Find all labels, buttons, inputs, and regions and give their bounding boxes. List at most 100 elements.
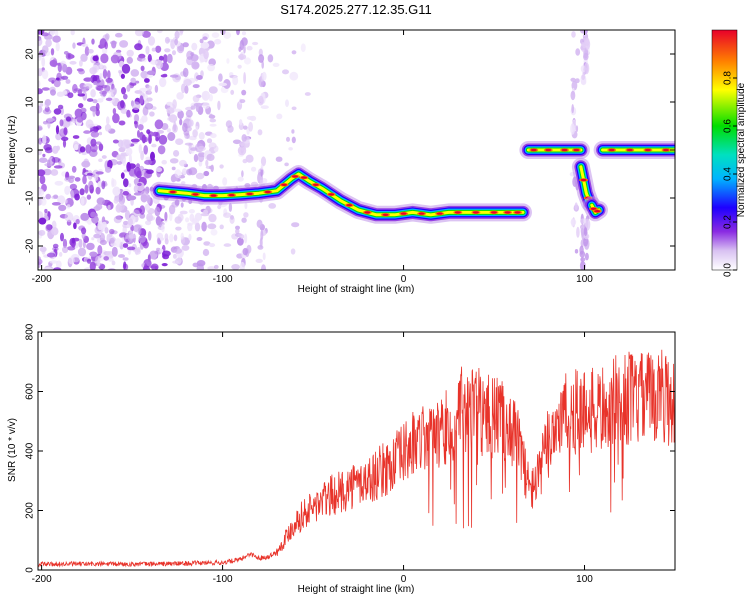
noise-blob — [161, 263, 168, 267]
noise-blob — [125, 147, 133, 156]
noise-blob — [104, 41, 108, 50]
noise-blob — [65, 116, 72, 122]
noise-blob — [95, 125, 102, 130]
snr-x-tick-label: 0 — [401, 574, 407, 585]
heatmap-x-tick-label: 100 — [576, 274, 593, 285]
noise-blob — [232, 75, 239, 86]
ridge-hotspot — [312, 183, 319, 186]
noise-blob — [164, 48, 171, 53]
noise-blob — [134, 43, 143, 51]
noise-blob — [107, 257, 114, 262]
noise-streak — [575, 78, 580, 84]
noise-blob — [132, 209, 140, 217]
noise-streak — [584, 62, 590, 75]
noise-blob — [115, 32, 123, 38]
noise-blob — [203, 241, 211, 246]
noise-blob — [112, 113, 120, 124]
noise-streak — [241, 134, 247, 142]
noise-blob — [239, 119, 243, 126]
noise-blob — [47, 120, 51, 129]
noise-blob — [147, 85, 153, 91]
noise-blob — [268, 203, 277, 209]
ridge-hotspot — [644, 148, 651, 152]
noise-blob — [150, 151, 155, 161]
noise-blob — [137, 130, 140, 138]
noise-streak — [260, 229, 264, 241]
noise-blob — [164, 233, 169, 242]
noise-blob — [237, 176, 244, 182]
ridge-hotspot — [436, 212, 443, 215]
noise-blob — [209, 165, 214, 170]
noise-blob — [218, 82, 228, 87]
noise-blob — [150, 59, 158, 65]
noise-blob — [206, 153, 215, 161]
heatmap-content — [38, 30, 675, 270]
noise-blob — [181, 244, 190, 251]
noise-blob — [183, 79, 192, 86]
noise-blob — [147, 231, 152, 241]
noise-blob — [192, 84, 200, 89]
noise-blob — [70, 190, 75, 200]
noise-blob — [120, 108, 128, 114]
ridge-hotspot — [545, 148, 552, 152]
noise-blob — [179, 159, 187, 167]
noise-blob — [182, 122, 188, 133]
noise-blob — [81, 151, 87, 156]
noise-blob — [144, 78, 150, 83]
noise-blob — [95, 171, 104, 175]
noise-blob — [209, 118, 217, 123]
noise-blob — [86, 172, 93, 176]
noise-blob — [68, 256, 75, 265]
noise-blob — [52, 267, 62, 270]
noise-blob — [91, 38, 95, 45]
noise-blob — [175, 138, 184, 145]
noise-blob — [172, 50, 176, 56]
noise-blob — [252, 41, 259, 46]
noise-blob — [134, 120, 138, 125]
noise-blob — [131, 101, 141, 110]
noise-blob — [272, 62, 280, 67]
noise-blob — [42, 45, 49, 54]
noise-blob — [235, 228, 240, 235]
noise-blob — [181, 168, 188, 175]
noise-blob — [237, 237, 244, 246]
noise-blob — [80, 53, 88, 62]
noise-blob — [186, 50, 194, 60]
noise-blob — [136, 247, 141, 253]
noise-streak — [239, 39, 244, 51]
noise-blob — [123, 261, 127, 270]
noise-streak — [260, 167, 264, 177]
noise-blob — [208, 86, 218, 94]
noise-streak — [584, 37, 590, 47]
noise-blob — [38, 157, 48, 163]
noise-blob — [69, 60, 77, 65]
noise-blob — [154, 206, 161, 217]
noise-streak — [243, 125, 248, 130]
noise-blob — [38, 229, 46, 236]
noise-blob — [95, 102, 100, 111]
noise-blob — [63, 127, 68, 136]
noise-streak — [243, 45, 246, 54]
noise-blob — [66, 204, 71, 209]
noise-blob — [155, 216, 162, 226]
noise-streak — [583, 52, 589, 61]
noise-blob — [214, 38, 222, 45]
noise-blob — [83, 130, 91, 134]
noise-blob — [196, 75, 203, 80]
noise-blob — [88, 180, 94, 190]
noise-blob — [54, 30, 59, 37]
noise-blob — [38, 126, 43, 131]
noise-blob — [107, 204, 111, 211]
noise-blob — [159, 248, 164, 253]
noise-blob — [112, 87, 117, 96]
noise-streak — [257, 129, 263, 136]
noise-blob — [126, 49, 134, 57]
noise-blob — [183, 130, 190, 136]
noise-blob — [146, 129, 151, 135]
noise-blob — [288, 147, 293, 151]
noise-blob — [141, 134, 146, 144]
noise-blob — [42, 120, 49, 125]
heatmap-noise — [38, 30, 591, 270]
noise-blob — [55, 125, 60, 135]
colorbar: 0.0 0.2 0.4 0.6 0.8 Normalized spectral ampl… — [711, 29, 747, 277]
